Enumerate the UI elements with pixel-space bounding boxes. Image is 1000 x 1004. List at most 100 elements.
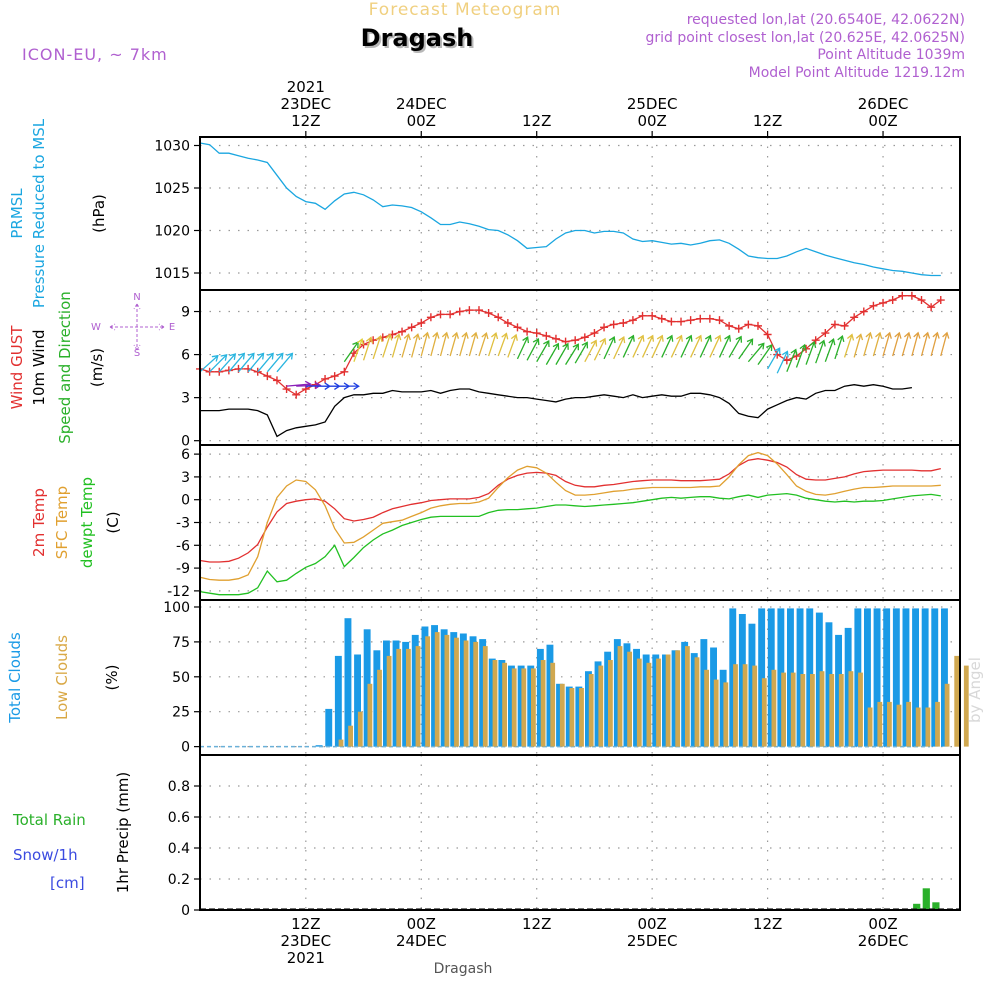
gust-marker: [657, 314, 666, 323]
ytick-label: 0.8: [168, 779, 190, 795]
ytick-label: -6: [176, 538, 190, 554]
cloud-bar: [434, 632, 440, 747]
wind-arrow: [709, 335, 721, 358]
grid-point-coords: grid point closest lon,lat (20.625E, 42.…: [645, 30, 965, 46]
ytick-label: 1030: [154, 139, 190, 155]
cloud-bar: [556, 683, 563, 747]
cloud-bar: [521, 668, 527, 747]
cloud-bar: [636, 658, 642, 747]
wind-arrow: [468, 332, 477, 357]
cloud-bar: [665, 654, 671, 747]
cloud-bar: [771, 669, 777, 747]
wind-arrow-head: [932, 331, 940, 339]
bottom-time-label: 23DEC: [281, 932, 332, 950]
wind-arrow-head: [510, 333, 518, 341]
wind-arrow: [834, 335, 843, 360]
cloud-bar: [806, 608, 814, 747]
ytick-label: 6: [181, 348, 190, 364]
ytick-label: 1025: [154, 181, 190, 197]
bottom-time-label: 00Z: [637, 915, 666, 933]
cloud-bar: [935, 701, 940, 747]
rain-label: Total Rain: [12, 811, 86, 829]
panel-2: 0 3 6 9 Wind GUST 10m Wind Speed and Direction…: [8, 289, 961, 450]
wind-arrow: [786, 349, 797, 373]
wind-arrow-head: [884, 331, 892, 339]
cloud-bar: [463, 640, 469, 747]
ytick-label: 0.4: [168, 841, 190, 857]
gust-marker: [917, 296, 926, 305]
ytick-label: -9: [176, 561, 190, 577]
panel-label: Total Clouds: [6, 632, 24, 724]
wind-arrow: [843, 334, 853, 358]
wind-arrow: [901, 332, 910, 357]
snow-unit: [cm]: [50, 874, 85, 892]
cloud-bar: [348, 725, 353, 747]
cloud-bar: [579, 688, 584, 747]
panel-label: (%): [103, 665, 121, 691]
cloud-bar: [944, 683, 950, 747]
bottom-time-label: 00Z: [407, 915, 436, 933]
cloud-bar: [608, 660, 613, 747]
gust-marker: [936, 296, 945, 305]
cloud-bar: [810, 674, 815, 747]
wind-arrow: [757, 344, 773, 366]
wind-arrow: [651, 335, 663, 358]
wind-arrow-head: [608, 335, 616, 344]
wind-arrow: [920, 332, 929, 357]
ytick-label: -12: [167, 584, 190, 600]
cloud-bar: [781, 672, 786, 747]
wind-arrow-head: [875, 331, 883, 339]
wind-arrow: [237, 353, 255, 373]
cloud-bar: [742, 664, 748, 747]
wind-arrow-head: [855, 333, 864, 341]
gust-marker: [292, 390, 301, 399]
wind-arrow: [439, 332, 448, 357]
wind-arrow-head: [903, 331, 912, 339]
wind-arrow-head: [942, 331, 950, 339]
cloud-bar: [354, 654, 361, 747]
cloud-bar: [932, 902, 940, 911]
cloud-bar: [835, 634, 842, 747]
wind-arrow-head: [229, 353, 237, 361]
cloud-bar: [511, 668, 517, 747]
wind-arrow-head: [695, 334, 703, 342]
wind-arrow-head: [314, 381, 322, 390]
wind-arrow: [218, 353, 236, 373]
wind-arrow: [690, 335, 702, 358]
cloud-bar: [367, 683, 373, 747]
wind-arrow: [661, 335, 673, 358]
gust-marker: [677, 317, 686, 326]
cloud-bar: [858, 672, 863, 747]
wind-arrow: [603, 336, 615, 360]
location-title: Dragash: [361, 24, 474, 52]
wind-arrow-head: [471, 331, 479, 339]
wind-arrow-head: [403, 333, 411, 341]
cloud-bar: [627, 651, 632, 747]
gust-marker: [744, 320, 753, 329]
cloud-bar: [498, 660, 506, 747]
compass-s: S: [134, 348, 140, 359]
gust-marker: [907, 291, 916, 300]
wind-arrow-head: [412, 333, 421, 341]
cloud-bar: [752, 665, 758, 747]
model-altitude: Model Point Altitude 1219.12m: [749, 65, 965, 81]
wind-arrow: [641, 335, 654, 358]
cloud-bar: [425, 636, 430, 747]
wind-arrow: [767, 347, 781, 370]
cloud-bar: [431, 625, 438, 747]
gust-marker: [753, 321, 762, 330]
top-time-label: 24DEC: [396, 95, 447, 113]
cloud-bar: [848, 671, 854, 747]
wind-arrow: [420, 332, 429, 357]
gust-marker: [850, 313, 859, 322]
cloud-bar: [954, 655, 960, 747]
wind-arrow: [286, 383, 311, 387]
wind-arrow: [622, 335, 635, 358]
wind-arrow: [353, 338, 363, 362]
ytick-label: 0: [181, 903, 190, 919]
panel-label: (C): [104, 511, 122, 533]
wind-arrow-head: [746, 338, 754, 346]
bottom-time-label: 2021: [287, 949, 325, 967]
gust-marker: [898, 291, 907, 300]
cloud-bar: [777, 608, 785, 747]
